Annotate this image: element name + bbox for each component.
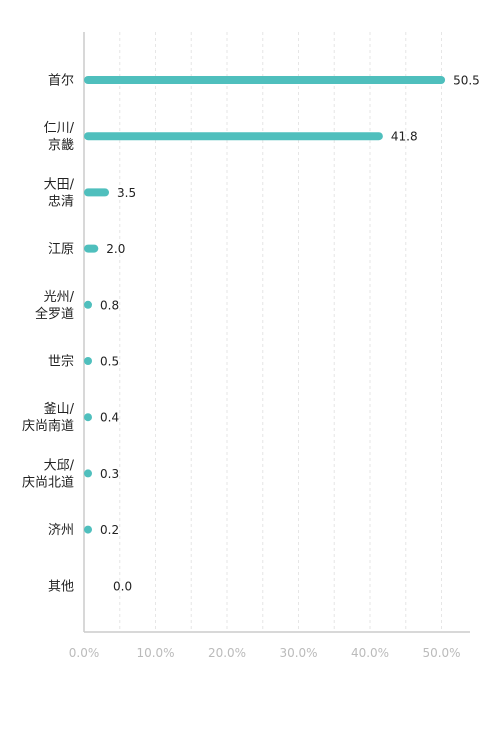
- category-label-line: 釜山/: [44, 402, 75, 417]
- data-label: 0.4: [100, 411, 119, 425]
- category-label-line: 忠清: [48, 194, 74, 209]
- x-tick-label: 30.0%: [279, 646, 317, 660]
- bars: [84, 76, 446, 534]
- category-label: 仁川/京畿: [44, 121, 75, 153]
- category-label: 世宗: [48, 354, 74, 370]
- x-tick-label: 20.0%: [208, 646, 246, 660]
- category-label: 江原: [48, 242, 74, 257]
- axes: [83, 32, 470, 633]
- bar: [84, 132, 383, 141]
- bar: [84, 357, 92, 365]
- category-label-line: 大邱/: [44, 458, 75, 473]
- category-label-line: 仁川/: [44, 121, 75, 136]
- data-label: 3.5: [117, 186, 136, 200]
- category-label-line: 世宗: [48, 354, 74, 370]
- data-label: 0.3: [100, 467, 119, 481]
- category-label: 釜山/庆尚南道: [22, 402, 75, 434]
- bar: [84, 413, 92, 422]
- category-label-line: 大田/: [44, 177, 75, 192]
- bar: [84, 244, 99, 253]
- category-label: 首尔: [48, 74, 74, 89]
- x-tick-label: 50.0%: [422, 646, 460, 660]
- data-label: 41.8: [391, 130, 418, 144]
- category-label-line: 光州/: [44, 290, 75, 305]
- x-tick-label: 10.0%: [136, 646, 174, 660]
- bar: [84, 525, 92, 534]
- x-tick-label: 40.0%: [351, 646, 389, 660]
- data-label: 0.2: [100, 523, 119, 537]
- category-label: 光州/全罗道: [35, 290, 75, 322]
- data-label: 0.8: [100, 298, 119, 312]
- category-label-line: 京畿: [48, 138, 74, 153]
- category-label-line: 江原: [48, 242, 74, 257]
- bar: [84, 188, 110, 197]
- labels: 0.0% 10.0% 20.0% 30.0% 40.0% 50.0% 50.5 首尔 41.8 仁…: [22, 74, 480, 661]
- category-label-line: 庆尚南道: [22, 418, 74, 434]
- data-label: 2.0: [106, 242, 125, 256]
- bar: [84, 300, 92, 309]
- category-label-line: 其他: [48, 579, 74, 594]
- bar: [84, 76, 446, 84]
- x-tick-label: 0.0%: [69, 646, 100, 660]
- category-label: 其他: [48, 579, 74, 594]
- category-label: 济州: [48, 523, 74, 538]
- grid-lines: [119, 32, 442, 632]
- category-label: 大邱/庆尚北道: [22, 458, 75, 490]
- category-label-line: 首尔: [48, 74, 74, 89]
- data-label: 50.5: [453, 74, 480, 88]
- category-label-line: 济州: [48, 523, 74, 538]
- data-label: 0.5: [100, 355, 119, 369]
- category-label-line: 全罗道: [35, 306, 74, 322]
- category-label-line: 庆尚北道: [22, 475, 74, 490]
- category-label: 大田/忠清: [44, 177, 75, 209]
- data-label: 0.0: [113, 579, 132, 593]
- bar: [84, 469, 92, 478]
